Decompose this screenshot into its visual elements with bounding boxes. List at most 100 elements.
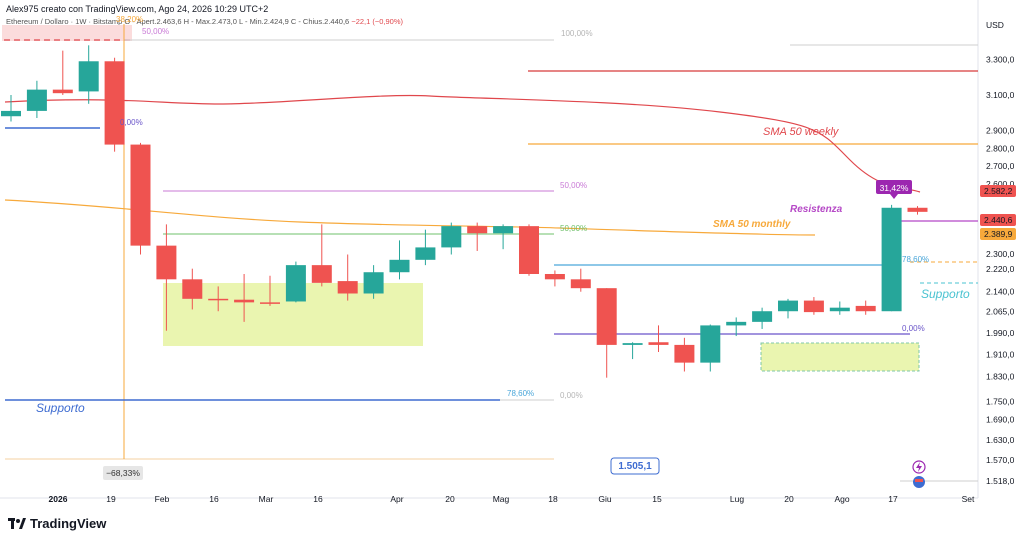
y-tick-label: 2.140,0 — [986, 287, 1015, 297]
candle-body — [855, 305, 876, 312]
fib-label: 78,60% — [507, 389, 534, 398]
x-tick-label: 2026 — [49, 494, 68, 504]
candle-body — [803, 300, 824, 313]
y-tick-label: 3.100,0 — [986, 90, 1015, 100]
y-tick-label: 1.570,0 — [986, 455, 1015, 465]
candle-body — [78, 61, 99, 92]
x-tick-label: Set — [962, 494, 975, 504]
sma50-weekly-label: SMA 50 weekly — [763, 126, 840, 138]
x-tick-label: 16 — [313, 494, 323, 504]
gain-marker-arrow — [890, 194, 898, 199]
support-label-right: Supporto — [921, 287, 970, 301]
candle-body — [104, 61, 125, 145]
candle-body — [311, 265, 332, 283]
candle-body — [285, 265, 306, 302]
tradingview-logo: TradingView — [8, 516, 106, 531]
x-tick-label: 15 — [652, 494, 662, 504]
candle-body — [234, 299, 255, 303]
y-tick-label: 2.065,0 — [986, 307, 1015, 317]
y-tick-label: 2.600,0 — [986, 179, 1015, 189]
candle-body — [726, 321, 747, 326]
candle-body — [622, 343, 643, 345]
price-tag-label: 2.389,9 — [984, 229, 1013, 239]
low-price-marker: 1.505,1 — [618, 461, 652, 472]
candle-body — [260, 302, 280, 304]
candle-body — [674, 344, 695, 363]
candle-body — [208, 298, 229, 301]
fib-label: 100,00% — [561, 29, 593, 38]
fib-label: 50,00% — [560, 181, 587, 190]
x-tick-label: Lug — [730, 494, 744, 504]
candle-body — [156, 245, 177, 280]
sma50-monthly-line — [4, 199, 816, 236]
fib-label: 50,00% — [142, 27, 169, 36]
tradingview-logo-icon — [8, 517, 26, 529]
y-tick-label: 3.300,0 — [986, 55, 1015, 65]
fib-label: 0,00% — [120, 118, 143, 127]
symbol-info: Ethereum / Dollaro · 1W · Bitstamp O - A… — [6, 17, 403, 26]
x-tick-label: 20 — [784, 494, 794, 504]
price-tag — [980, 228, 1016, 240]
x-tick-label: Mag — [493, 494, 510, 504]
x-tick-label: 19 — [106, 494, 116, 504]
candle-body — [389, 259, 410, 273]
consolidation-zone — [760, 342, 920, 372]
candle-body — [441, 226, 462, 248]
price-tag — [980, 185, 1016, 197]
x-tick-label: Feb — [155, 494, 170, 504]
x-tick-label: 20 — [445, 494, 455, 504]
candle-body — [544, 273, 565, 280]
candle-body — [337, 281, 358, 294]
candle-body — [778, 300, 798, 312]
candle-body — [52, 89, 73, 94]
chart-caption: Alex975 creato con TradingView.com, Ago … — [6, 4, 269, 14]
sma50-monthly-label: SMA 50 monthly — [713, 219, 791, 230]
candle-body — [467, 226, 488, 234]
candle-body — [130, 144, 151, 246]
top-highlight-zone — [2, 25, 132, 41]
price-tag — [980, 214, 1016, 226]
y-tick-label: 1.830,0 — [986, 372, 1015, 382]
candle-body — [881, 207, 902, 312]
x-tick-label: Mar — [259, 494, 274, 504]
fib-label: 0,00% — [902, 324, 925, 333]
resistance-label: Resistenza — [790, 204, 843, 215]
candle-body — [182, 279, 203, 299]
candle-body — [363, 272, 384, 294]
x-tick-label: Giu — [598, 494, 612, 504]
candle-body — [907, 207, 928, 212]
gain-marker-box — [876, 180, 912, 194]
y-tick-label: 1.910,0 — [986, 350, 1015, 360]
drop-marker: −68,33% — [106, 468, 140, 478]
low-price-marker-box — [610, 457, 660, 475]
x-tick-label: 17 — [888, 494, 898, 504]
y-tick-label: 2.700,0 — [986, 161, 1015, 171]
symbol-change: −22,1 (−0,90%) — [351, 17, 404, 26]
y-tick-label: 2.220,0 — [986, 264, 1015, 274]
fib-label: 0,00% — [560, 391, 583, 400]
x-tick-label: Apr — [390, 494, 403, 504]
candle-body — [648, 342, 669, 345]
price-tag-label: 2.582,2 — [984, 186, 1013, 196]
candle-body — [596, 288, 617, 345]
fib-label: 78,60% — [902, 255, 929, 264]
y-tick-label: 1.990,0 — [986, 328, 1015, 338]
candle-body — [570, 279, 591, 289]
symbol-ohlc: Ethereum / Dollaro · 1W · Bitstamp O - A… — [6, 17, 350, 26]
y-tick-label: 1.690,0 — [986, 415, 1015, 425]
candle-body — [493, 226, 514, 234]
y-tick-label: 2.900,0 — [986, 126, 1015, 136]
y-tick-label: 1.630,0 — [986, 435, 1015, 445]
gain-marker: 31,42% — [880, 183, 909, 193]
y-tick-label: 2.300,0 — [986, 249, 1015, 259]
candle-body — [519, 226, 539, 274]
tradingview-brand: TradingView — [30, 516, 107, 531]
lightning-icon-glyph — [916, 462, 922, 472]
sma50-weekly-line — [4, 94, 921, 193]
candle-body — [752, 311, 773, 322]
fib-label: 38,20% — [116, 15, 143, 24]
support-label-left: Supporto — [36, 401, 85, 415]
flag-icon-stripe — [915, 479, 923, 482]
x-tick-label: 16 — [209, 494, 219, 504]
